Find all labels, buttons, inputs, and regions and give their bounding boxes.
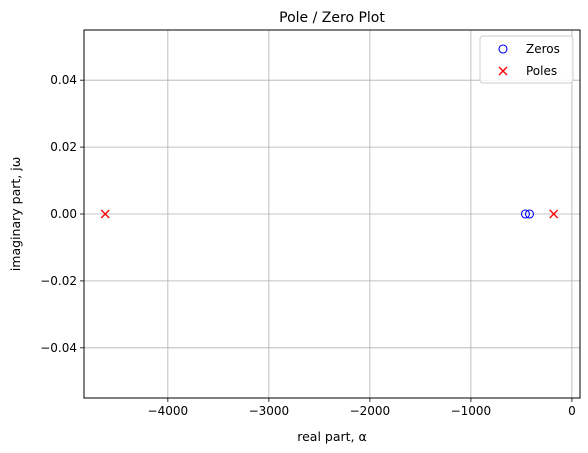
zero-marker <box>524 209 535 219</box>
data-markers <box>100 209 559 219</box>
plot-frame <box>83 29 581 399</box>
x-stroke <box>100 209 110 219</box>
x-tick-label: −3000 <box>249 404 290 418</box>
y-tick-label: −0.02 <box>40 274 77 288</box>
x-axis-ticks: −4000 −3000 −2000 −1000 0 <box>148 398 576 418</box>
x-stroke <box>549 209 559 219</box>
zero-marker <box>520 209 531 219</box>
y-tick-label: 0.04 <box>50 73 77 87</box>
legend-zeros-label: Zeros <box>526 42 560 56</box>
pole-marker <box>100 209 110 219</box>
x-stroke <box>498 66 508 76</box>
x-axis-label: real part, α <box>297 429 366 444</box>
grid-lines <box>84 30 580 398</box>
pole-marker <box>549 209 559 219</box>
legend-zeros-marker <box>498 44 508 54</box>
legend-poles-label: Poles <box>526 64 557 78</box>
x-tick-label: 0 <box>568 404 576 418</box>
y-tick-label: −0.04 <box>40 341 77 355</box>
x-tick-label: −2000 <box>350 404 391 418</box>
legend: Zeros Poles <box>479 35 574 84</box>
chart-title: Pole / Zero Plot <box>279 10 385 26</box>
x-tick-label: −4000 <box>148 404 189 418</box>
x-tick-label: −1000 <box>451 404 492 418</box>
legend-poles-marker <box>498 66 508 76</box>
y-axis-label: imaginary part, jω <box>8 157 23 271</box>
y-tick-label: 0.00 <box>50 207 77 221</box>
y-tick-label: 0.02 <box>50 140 77 154</box>
y-axis-ticks: −0.04 −0.02 0.00 0.02 0.04 <box>40 73 84 355</box>
